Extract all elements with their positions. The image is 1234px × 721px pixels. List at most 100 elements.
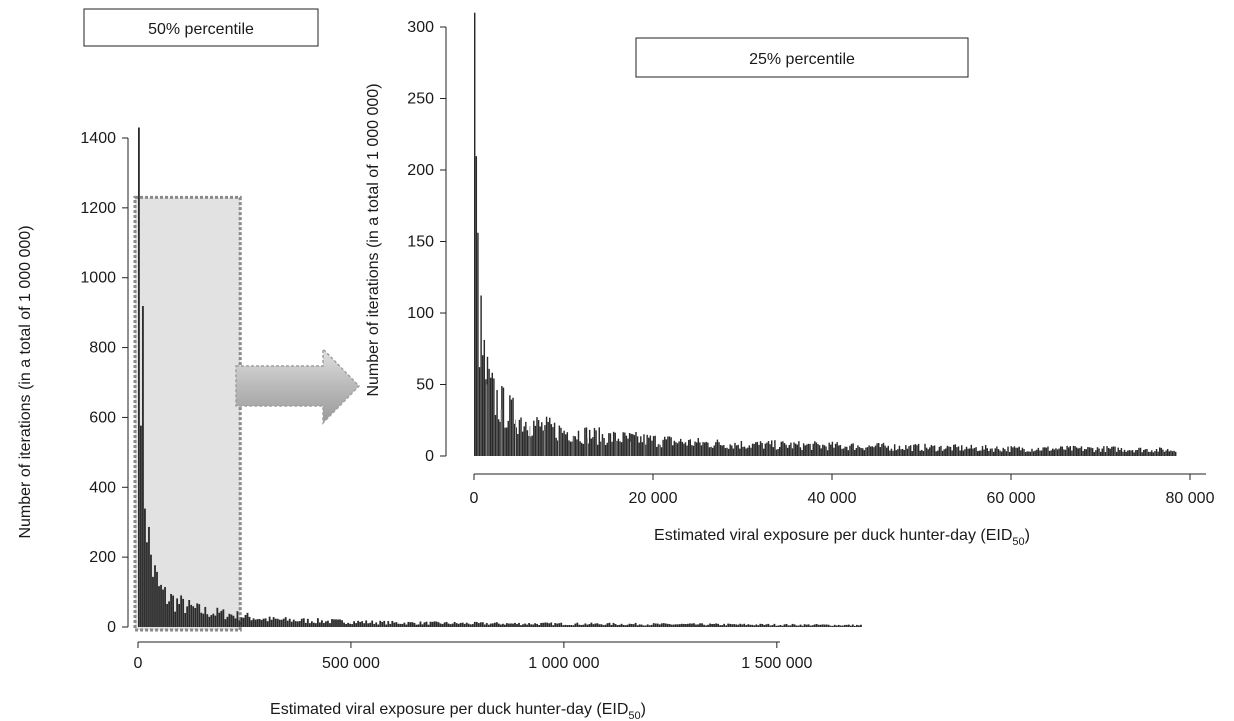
right-histogram-bar (734, 442, 736, 456)
left-histogram-bar (457, 623, 460, 627)
right-histogram-bar (636, 436, 639, 456)
left-histogram-bar (148, 526, 150, 627)
right-histogram-bar (844, 446, 846, 456)
left-histogram-bar (250, 620, 253, 627)
left-histogram-bar (477, 623, 480, 627)
right-histogram-bar (1020, 450, 1022, 456)
left-histogram-bar (174, 611, 177, 627)
right-histogram-bar (1154, 451, 1156, 456)
right-histogram-bar (751, 443, 754, 456)
right-histogram-bar (1047, 446, 1049, 456)
left-chart-panel: 50% percentile 0200400600800100012001400… (17, 8, 862, 721)
left-histogram-bar (451, 623, 454, 627)
right-histogram-bar (1168, 451, 1171, 456)
right-histogram-bar (486, 356, 489, 456)
left-histogram-bar (142, 306, 144, 627)
left-histogram-bar (168, 601, 170, 627)
left-histogram-bar (497, 623, 500, 627)
right-histogram-bar (504, 427, 506, 456)
right-histogram-bar (919, 450, 921, 456)
right-histogram-bar (1010, 446, 1012, 456)
right-histogram-bar (1048, 450, 1051, 456)
right-histogram-bar (1075, 447, 1078, 456)
left-histogram-bar (407, 621, 410, 627)
left-histogram-bar (646, 624, 649, 627)
left-histogram-bar (578, 624, 581, 627)
right-histogram-bar (854, 449, 856, 456)
left-histogram-bar (614, 624, 617, 627)
right-histogram-bar (1034, 450, 1036, 456)
left-histogram-bar (150, 554, 152, 627)
left-histogram-bar (353, 621, 355, 627)
left-histogram-bar (278, 619, 281, 627)
right-histogram-bar (670, 437, 672, 456)
right-histogram-bar (691, 445, 693, 456)
right-histogram-bar (806, 444, 808, 456)
left-histogram-bar (620, 623, 623, 627)
right-histogram-bar (782, 441, 784, 456)
right-histogram-bar (593, 428, 596, 456)
left-histogram-bar (202, 613, 205, 627)
right-histogram-bar (775, 449, 778, 456)
left-histogram-bar (751, 624, 754, 627)
right-histogram-bar (590, 438, 592, 456)
left-histogram-bar (256, 619, 259, 627)
right-histogram-bar (984, 445, 987, 456)
right-histogram-bar (697, 438, 699, 456)
left-histogram-bar (632, 624, 635, 627)
right-histogram-bar (1056, 449, 1059, 456)
right-histogram-bar (1122, 451, 1124, 456)
right-histogram-bar (616, 440, 618, 456)
left-histogram-bar (697, 624, 699, 627)
right-histogram-bar (488, 368, 490, 456)
right-histogram-bar (756, 441, 759, 456)
right-histogram-bar (568, 440, 570, 456)
left-histogram-bar (222, 609, 225, 627)
right-histogram-bar (1166, 449, 1169, 456)
right-histogram-bar (1104, 452, 1107, 456)
left-histogram-bar (186, 606, 189, 627)
right-histogram-bar (1013, 446, 1016, 456)
left-histogram-bar (785, 623, 788, 627)
right-histogram-bar (901, 448, 904, 456)
right-histogram-bar (675, 442, 677, 456)
right-histogram-bar (534, 425, 537, 456)
left-y-axis-title: Number of iterations (in a total of 1 00… (17, 225, 34, 538)
right-histogram-bar (924, 443, 926, 456)
right-histogram-bar (959, 450, 961, 456)
right-histogram-bar (517, 433, 519, 456)
right-histogram-bar (563, 430, 565, 456)
right-histogram-bar (997, 449, 1000, 456)
left-histogram-bar (236, 611, 239, 627)
right-histogram-bar (1135, 450, 1137, 456)
right-histogram-bar (542, 430, 545, 456)
right-histogram-bar (1099, 451, 1102, 456)
right-y-tick-label: 150 (407, 234, 434, 251)
right-histogram-bar (812, 443, 814, 456)
right-histogram-bar (999, 450, 1001, 456)
right-histogram-bar (707, 442, 709, 456)
right-histogram-bar (1120, 448, 1123, 456)
right-histogram-bar (1079, 447, 1081, 456)
left-histogram-bar (735, 624, 738, 627)
right-histogram-bar (818, 445, 821, 456)
right-histogram-bar (510, 399, 513, 456)
left-histogram-bar (779, 624, 782, 627)
left-histogram-bar (381, 621, 384, 627)
right-histogram-bar (726, 447, 728, 456)
right-histogram-bar (774, 440, 776, 456)
right-histogram-bar (719, 445, 722, 456)
left-histogram-bar (761, 623, 764, 627)
left-histogram-bar (552, 625, 555, 627)
left-histogram-bar (158, 586, 160, 627)
left-histogram-bar (441, 624, 444, 627)
left-histogram-bar (276, 618, 279, 627)
right-histogram-bar (758, 444, 760, 456)
right-histogram-bar (480, 295, 482, 456)
right-histogram-bar (925, 447, 928, 456)
left-histogram-bar (403, 622, 406, 627)
left-histogram-bar (319, 622, 321, 627)
right-histogram-bar (601, 434, 604, 456)
left-histogram-bar (795, 625, 798, 627)
right-histogram-bar (830, 444, 832, 456)
